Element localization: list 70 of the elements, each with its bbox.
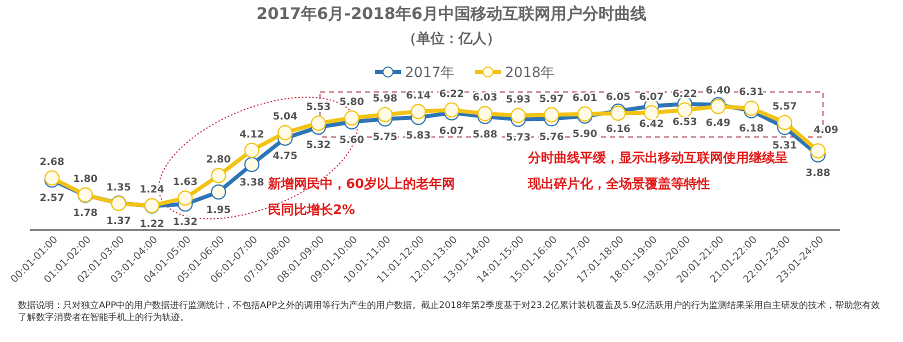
data-label: 5.60	[339, 134, 364, 146]
data-label: 5.31	[772, 140, 798, 152]
data-label: 5.98	[372, 94, 398, 105]
data-label: 3.88	[806, 168, 830, 179]
data-label: 1.80	[72, 174, 98, 185]
data-label: 5.75	[372, 132, 398, 143]
point	[510, 108, 526, 124]
point	[777, 114, 792, 130]
data-label: 4.75	[272, 151, 298, 162]
data-label: 1.32	[172, 217, 198, 228]
point	[244, 156, 260, 172]
data-label: 2.68	[40, 156, 64, 168]
data-label: 1.22	[140, 219, 164, 230]
point	[178, 190, 193, 206]
data-label: 6.31	[739, 87, 764, 98]
data-label: 6.05	[606, 92, 631, 104]
data-label: 6.07	[439, 126, 464, 137]
data-label: 6.14	[406, 90, 431, 102]
data-label: 1.35	[106, 182, 131, 194]
point	[444, 102, 460, 118]
point	[544, 107, 560, 122]
data-label: 5.97	[539, 94, 564, 105]
point	[477, 106, 493, 122]
point	[677, 102, 692, 118]
data-label: 5.57	[772, 101, 798, 112]
text: 数据说明：只对独立APP中的用户数据进行监测统计，不包括APP之外的调用等行为产生的用户数据。截止2018年第2季度基于对23.2亿累计装机覆盖及5.9亿活跃用户的行为监测结果采用自主研发的技术，帮助您有效了解数字消费者在智能手机上的行为轨迹。	[18, 300, 882, 324]
data-label: 6.53	[672, 117, 698, 128]
data-label: 5.53	[306, 102, 331, 114]
point	[210, 184, 226, 200]
data-label: 5.76	[539, 132, 564, 143]
data-label: 3.38	[239, 178, 264, 189]
annotation: 分时曲线平缓，显示出移动互联网使用继续呈现出碎片化，全场景覆盖等特性	[528, 150, 789, 194]
point	[310, 116, 326, 131]
point	[344, 110, 360, 126]
data-label: 4.12	[239, 129, 264, 140]
point	[377, 106, 393, 122]
legend-label: 2017年	[405, 65, 455, 81]
data-label: 6.01	[572, 92, 598, 104]
data-label: 6.49	[706, 118, 730, 129]
data-label: 1.37	[106, 216, 131, 228]
chart-subtitle: （单位：亿人）	[402, 30, 502, 48]
data-label: 5.80	[339, 97, 364, 108]
data-label: 5.93	[506, 94, 531, 106]
point	[278, 125, 293, 140]
data-label: 5.88	[472, 129, 498, 140]
data-label: 5.32	[306, 140, 331, 152]
data-label: 2.80	[206, 154, 231, 166]
point	[210, 168, 226, 184]
data-label: 6.07	[639, 92, 664, 103]
point	[410, 104, 426, 120]
chart-title: 2017年6月-2018年6月中国移动互联网用户分时曲线	[256, 4, 648, 25]
point	[244, 142, 260, 158]
data-label: 1.95	[206, 204, 231, 216]
point	[644, 105, 660, 120]
data-label: 5.04	[272, 112, 298, 123]
annotation: 新增网民中，60岁以上的老年网民同比增长2%	[268, 176, 456, 220]
data-label: 1.78	[72, 208, 98, 220]
data-label: 4.09	[814, 124, 838, 136]
data-label: 6.42	[639, 119, 664, 130]
point	[810, 143, 826, 158]
legend-label: 2018年	[505, 65, 555, 81]
data-label: 6.18	[739, 124, 764, 135]
data-label: 5.83	[406, 130, 431, 142]
data-label: 6.03	[472, 92, 498, 104]
data-label: 2.57	[40, 193, 64, 204]
data-label: 1.63	[172, 177, 198, 188]
data-label: 1.24	[140, 184, 164, 196]
data-label: 6.22	[439, 88, 464, 100]
data-label: 5.73	[506, 132, 531, 144]
data-label: 6.16	[606, 124, 631, 136]
